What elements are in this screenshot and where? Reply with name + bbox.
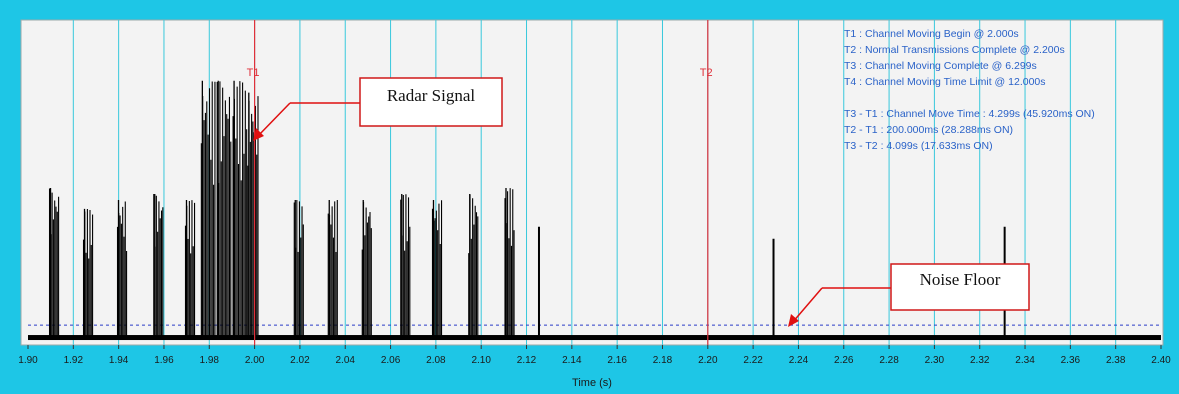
x-tick-label: 2.20 <box>698 355 718 366</box>
info-line: T3 : Channel Moving Complete @ 6.299s <box>844 60 1037 72</box>
radar-signal-box <box>359 77 503 127</box>
noise-floor-label: Noise Floor <box>920 270 1001 289</box>
x-tick-label: 2.26 <box>834 355 854 366</box>
noise-floor-arrow-shaft <box>791 287 823 324</box>
x-tick-label: 2.12 <box>517 355 537 366</box>
marker-label-t1: T1 <box>247 67 260 79</box>
signal-burst <box>216 80 232 338</box>
x-tick-label: 1.92 <box>64 355 84 366</box>
signal-burst <box>400 194 411 338</box>
x-tick-label: 2.32 <box>970 355 990 366</box>
x-tick-label: 2.04 <box>336 355 356 366</box>
signal-burst <box>468 194 479 338</box>
signal-layer <box>28 80 1161 341</box>
x-tick-label: 2.40 <box>1151 355 1171 366</box>
signal-burst <box>200 80 216 338</box>
x-tick-label: 2.14 <box>562 355 582 366</box>
signal-burst <box>431 199 443 338</box>
signal-burst <box>327 199 338 338</box>
signal-burst <box>504 188 515 338</box>
signal-burst <box>82 208 94 338</box>
x-tick-label: 2.24 <box>789 355 809 366</box>
x-tick-label: 2.02 <box>290 355 310 366</box>
info-line: T2 : Normal Transmissions Complete @ 2.2… <box>844 44 1065 56</box>
radar-signal-arrow-shaft <box>256 102 291 138</box>
x-tick-label: 2.36 <box>1061 355 1081 366</box>
marker-label-t2: T2 <box>700 67 713 79</box>
x-axis-title: Time (s) <box>572 377 612 389</box>
x-tick-label: 2.06 <box>381 355 401 366</box>
x-tick-label: 2.10 <box>471 355 491 366</box>
info-line: T1 : Channel Moving Begin @ 2.000s <box>844 28 1019 40</box>
x-tick-labels: 1.90 1.92 1.94 1.96 1.98 2.00 2.02 2.04 2.06 2.08… <box>18 355 1171 366</box>
noise-floor-callout: Noise Floor <box>788 263 1030 327</box>
x-tick-label: 2.08 <box>426 355 446 366</box>
radar-signal-callout: Radar Signal <box>253 77 503 141</box>
noise-floor-box <box>890 263 1030 311</box>
signal-burst <box>232 80 248 338</box>
info-line: T2 - T1 : 200.000ms (28.288ms ON) <box>844 124 1013 136</box>
info-line: T3 - T1 : Channel Move Time : 4.299s (45… <box>844 108 1095 120</box>
x-tick-label: 2.16 <box>607 355 627 366</box>
x-tick-label: 2.30 <box>925 355 945 366</box>
info-line: T4 : Channel Moving Time Limit @ 12.000s <box>844 76 1046 88</box>
x-tick-label: 2.22 <box>743 355 763 366</box>
x-tick-label: 1.90 <box>18 355 38 366</box>
x-tick-label: 1.94 <box>109 355 129 366</box>
x-tick-label: 2.18 <box>653 355 673 366</box>
signal-burst <box>48 188 60 338</box>
signal-burst <box>293 199 304 338</box>
x-tick-label: 2.34 <box>1015 355 1035 366</box>
marker-layer: T1 T2 <box>247 20 713 345</box>
info-panel: T1 : Channel Moving Begin @ 2.000s T2 : N… <box>844 28 1095 152</box>
info-line: T3 - T2 : 4.099s (17.633ms ON) <box>844 140 993 152</box>
signal-burst <box>116 199 128 338</box>
signal-burst <box>361 199 372 338</box>
signal-burst <box>184 199 196 338</box>
x-tick-label: 2.00 <box>245 355 265 366</box>
x-tick-label: 2.28 <box>879 355 899 366</box>
x-tick-label: 1.96 <box>154 355 174 366</box>
radar-signal-label: Radar Signal <box>387 86 476 105</box>
signal-burst <box>153 194 164 338</box>
noise-floor-trace <box>28 335 1161 341</box>
x-tick-label: 1.98 <box>200 355 220 366</box>
noise-floor-arrowhead <box>788 314 799 327</box>
radar-signal-arrowhead <box>253 128 264 141</box>
x-tick-label: 2.38 <box>1106 355 1126 366</box>
